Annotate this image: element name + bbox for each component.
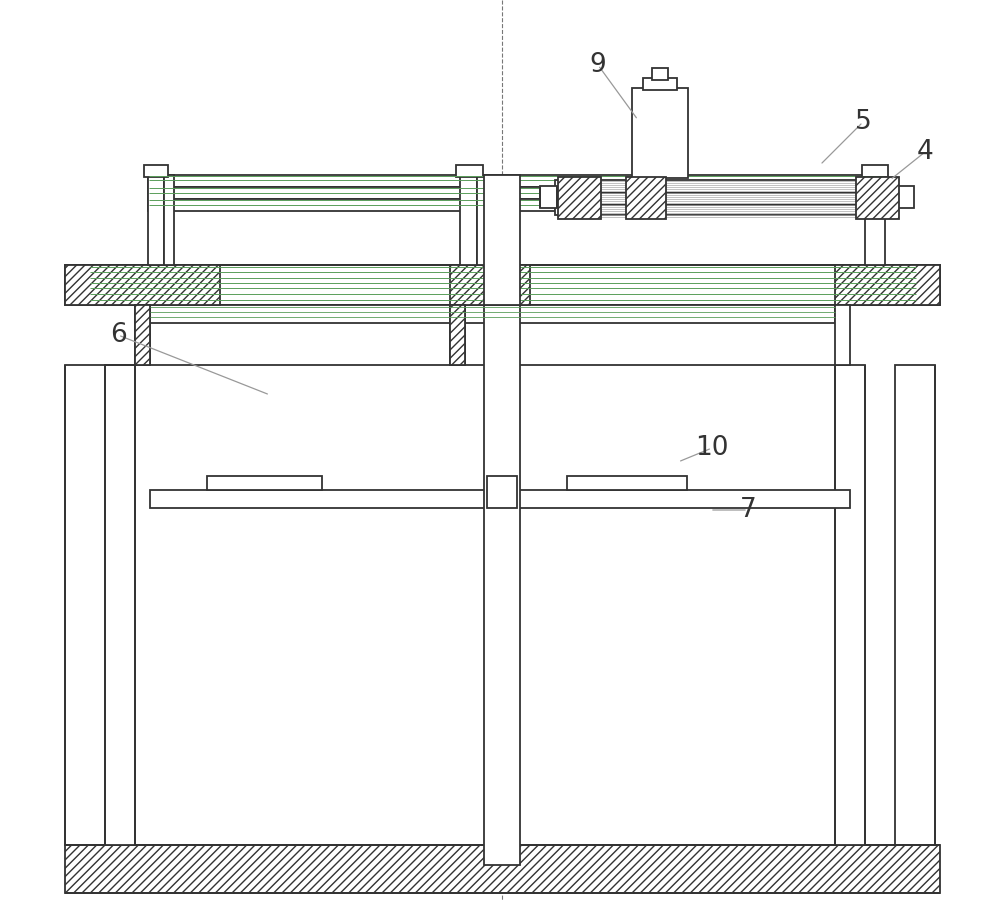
Bar	[558, 177, 601, 219]
Bar	[626, 177, 666, 219]
Bar	[450, 305, 465, 365]
Bar	[460, 175, 477, 265]
Bar	[915, 265, 940, 305]
Text: 7: 7	[740, 497, 756, 523]
Bar	[135, 305, 150, 365]
Bar	[477, 175, 489, 265]
Bar	[148, 199, 885, 211]
Bar	[643, 78, 677, 90]
Bar	[65, 365, 105, 845]
Bar	[856, 177, 899, 219]
Bar	[164, 175, 174, 265]
Bar	[135, 305, 150, 365]
Bar	[835, 305, 850, 365]
Bar	[540, 186, 557, 208]
Bar	[835, 265, 940, 305]
Bar	[148, 187, 885, 199]
Bar	[484, 175, 520, 305]
Bar	[148, 175, 164, 265]
Bar	[862, 165, 888, 177]
Bar	[865, 175, 885, 265]
Bar	[148, 175, 885, 187]
Bar	[150, 305, 450, 323]
Bar	[567, 476, 687, 490]
Bar	[652, 68, 668, 80]
Bar	[450, 265, 530, 305]
Bar	[632, 88, 688, 178]
Bar	[65, 265, 90, 305]
Text: 4: 4	[917, 139, 933, 165]
Bar	[555, 180, 898, 193]
Bar	[144, 165, 168, 177]
Bar	[65, 845, 940, 893]
Text: 5: 5	[855, 109, 871, 135]
Bar	[896, 186, 914, 208]
Bar	[835, 365, 865, 845]
Bar	[555, 205, 898, 215]
Text: 6: 6	[110, 322, 126, 348]
Bar	[487, 476, 517, 508]
Bar	[895, 365, 935, 845]
Text: 9: 9	[590, 52, 606, 78]
Bar	[465, 305, 835, 323]
Bar	[65, 265, 220, 305]
Bar	[484, 305, 520, 865]
Bar	[555, 193, 898, 205]
Bar	[150, 490, 850, 508]
Bar	[456, 165, 483, 177]
Text: 10: 10	[695, 435, 729, 461]
Bar	[105, 365, 135, 845]
Bar	[207, 476, 322, 490]
Bar	[450, 305, 465, 365]
Bar	[90, 265, 915, 305]
